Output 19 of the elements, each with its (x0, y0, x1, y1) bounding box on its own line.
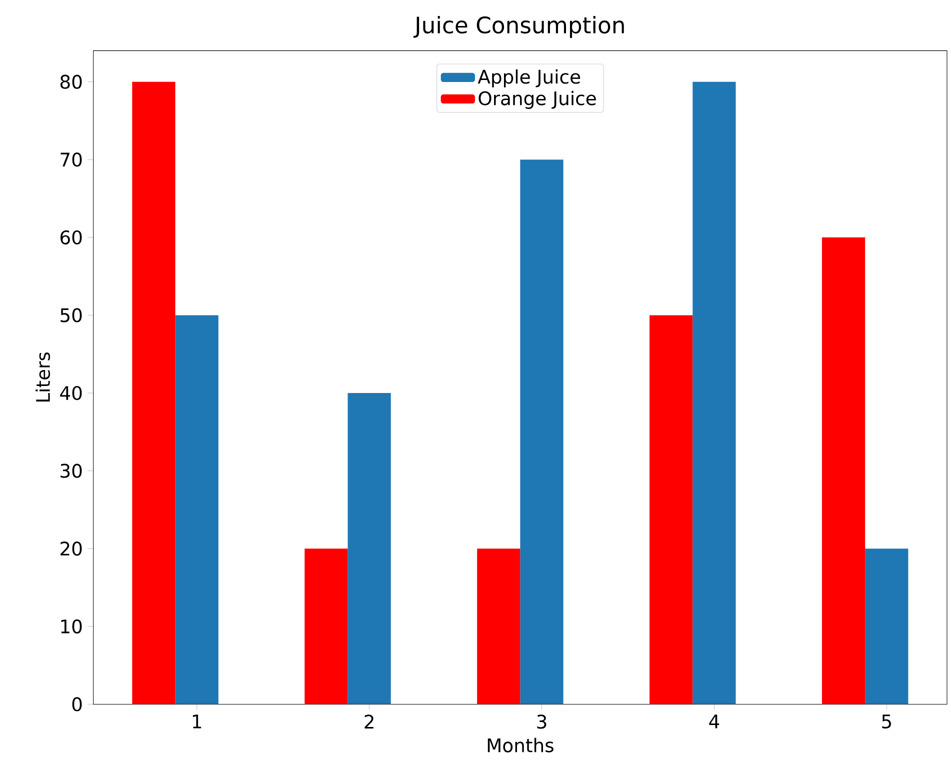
y-tick-label: 80 (60, 74, 82, 90)
x-tick-label: 1 (192, 714, 202, 728)
y-tick-label: 20 (60, 542, 82, 556)
x-tick-label: 4 (709, 714, 720, 728)
x-tick-label: 5 (882, 714, 891, 729)
legend-label: Orange Juice (478, 91, 596, 110)
y-tick-label: 70 (60, 152, 82, 167)
y-tick-label: 60 (60, 230, 82, 245)
x-tick-label: 2 (364, 714, 374, 729)
x-axis-title: Months (488, 738, 554, 753)
legend-label: Apple Juice (478, 70, 580, 88)
y-tick-label: 0 (72, 697, 82, 712)
x-tick-label: 3 (537, 714, 546, 729)
y-tick-label: 30 (60, 464, 82, 478)
y-axis-title: Liters (36, 352, 50, 402)
y-tick-label: 50 (60, 308, 82, 322)
chart-title: Juice Consumption (413, 16, 624, 38)
y-tick-label: 40 (60, 386, 82, 400)
y-tick-label: 10 (61, 620, 82, 634)
